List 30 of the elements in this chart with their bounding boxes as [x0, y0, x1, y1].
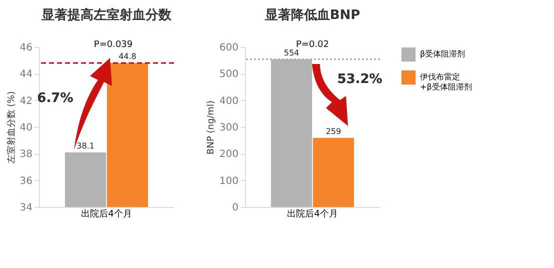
x-tick-label: 出院后4个月: [81, 208, 132, 220]
y-tick-label: 200: [219, 149, 238, 160]
y-tick-label: 300: [219, 122, 238, 134]
data-label: 554: [284, 48, 300, 58]
y-tick-label: 400: [219, 96, 238, 107]
y-tick-label: 46: [20, 42, 32, 54]
y-axis-title: BNP (ng/ml): [206, 100, 216, 154]
chart-title: 显著降低血BNP: [264, 6, 360, 23]
data-label: 38.1: [76, 141, 94, 150]
data-label: 259: [326, 126, 342, 136]
legend-label: 伊伐布雷定+β受体阻滞剂: [420, 72, 472, 92]
annotation: 6.7%: [37, 91, 74, 106]
y-tick-label: 36: [20, 176, 32, 187]
y-tick-label: 38: [20, 149, 32, 160]
y-tick-label: 42: [20, 96, 32, 107]
y-tick-label: 600: [219, 42, 238, 54]
data-label: 44.8: [118, 52, 136, 61]
y-tick-label: 500: [219, 69, 238, 80]
y-axis-title: 左室射血分数 (%): [6, 91, 17, 164]
x-tick-label: 出院后4个月: [287, 208, 338, 220]
annotation: P=0.039: [94, 40, 133, 50]
y-tick-label: 44: [20, 69, 32, 80]
legend-label: β受体阻滞剂: [420, 50, 466, 58]
y-tick-label: 40: [20, 122, 32, 134]
annotation: 53.2%: [337, 72, 382, 87]
y-tick-label: 34: [20, 202, 32, 214]
y-tick-label: 100: [219, 176, 238, 187]
annotation: P=0.02: [296, 40, 330, 50]
y-tick-label: 0: [232, 202, 238, 214]
chart-title: 显著提高左室射血分数: [40, 6, 172, 23]
